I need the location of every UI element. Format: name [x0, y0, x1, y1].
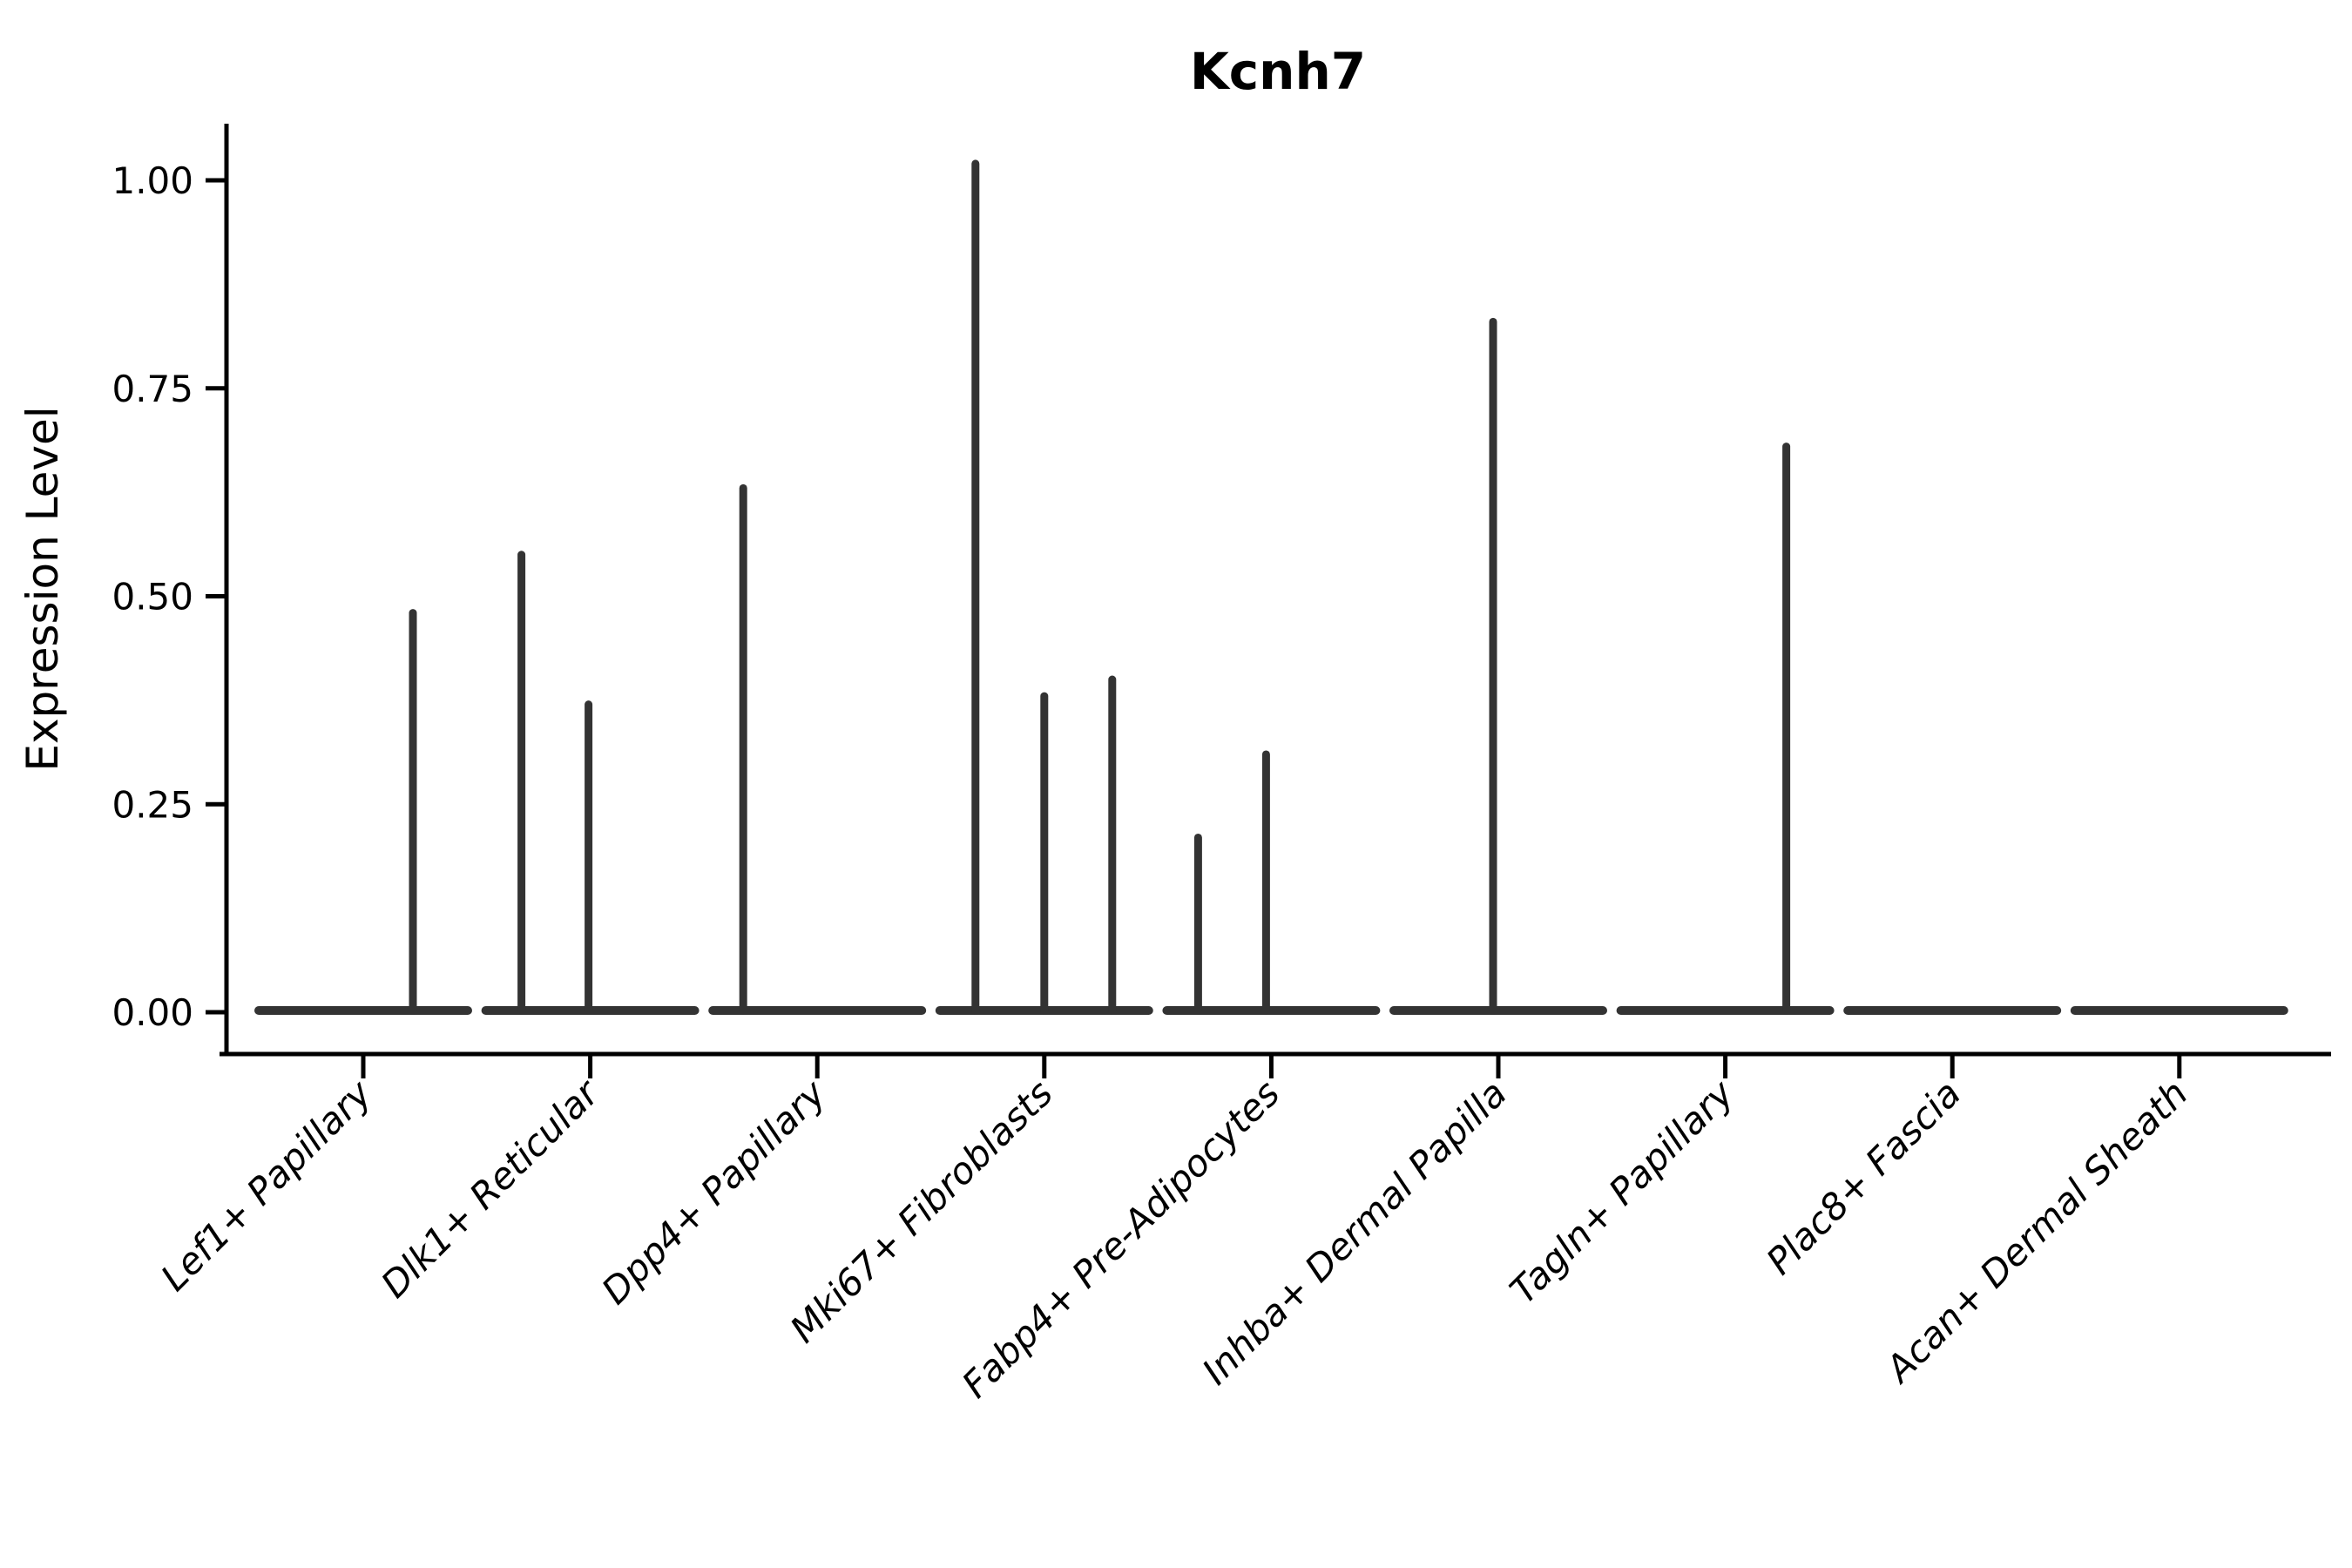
y-tick-label: 0.00 — [112, 991, 193, 1034]
y-axis-label: Expression Level — [17, 406, 68, 771]
y-tick-label: 1.00 — [112, 159, 193, 202]
chart-title: Kcnh7 — [1190, 42, 1366, 101]
y-tick-label: 0.25 — [112, 783, 193, 826]
y-tick-label: 0.50 — [112, 576, 193, 618]
y-axis-ticks: 0.00 0.25 0.50 0.75 1.00 — [112, 159, 226, 1034]
y-tick-label: 0.75 — [112, 368, 193, 410]
violin-bodies — [254, 159, 2288, 1015]
x-axis-ticks — [361, 1054, 2182, 1078]
